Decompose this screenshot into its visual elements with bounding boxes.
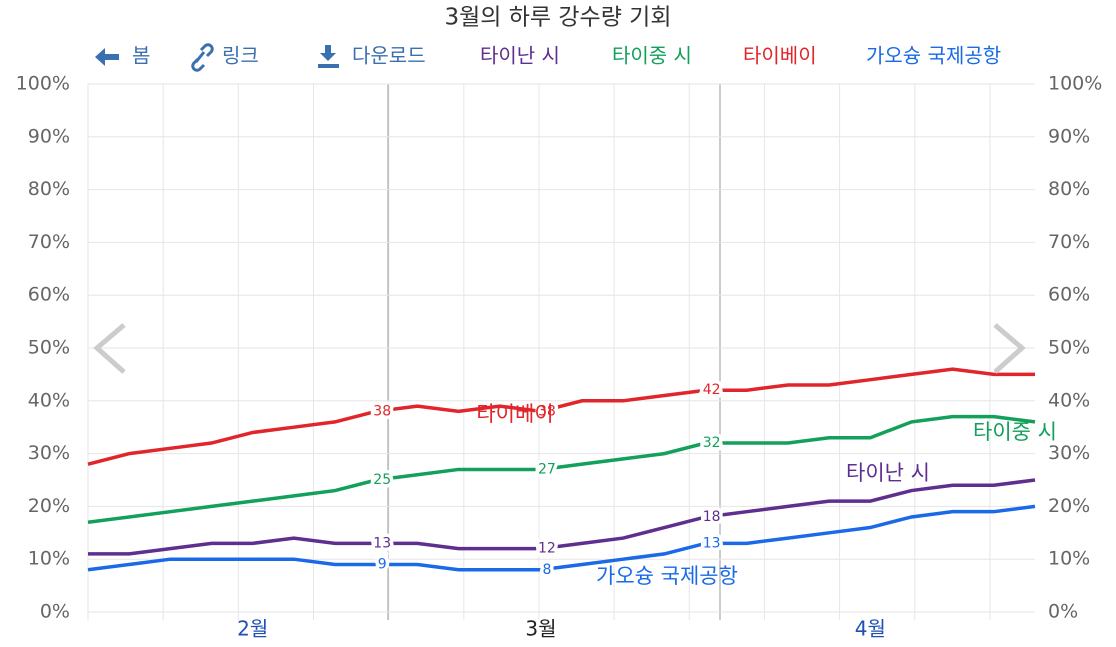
series-line: [87, 504, 1036, 572]
value-label: 27: [538, 461, 556, 477]
series-annotation: 가오슝 국제공항: [596, 564, 738, 588]
back-label: 봄: [132, 44, 150, 68]
y-tick-label-right: 20%: [1048, 495, 1090, 517]
y-tick-label: 70%: [28, 231, 70, 253]
y-tick-label-right: 90%: [1048, 125, 1090, 147]
series-line: [87, 414, 1036, 524]
y-tick-label: 100%: [16, 73, 70, 95]
series-annotation: 타이베이: [476, 402, 553, 426]
download-icon: [318, 45, 339, 68]
value-label: 25: [373, 472, 391, 488]
prev-arrow[interactable]: [93, 323, 126, 374]
y-tick-label-right: 80%: [1048, 178, 1090, 200]
link-label: 링크: [222, 44, 259, 68]
value-label: 42: [703, 382, 721, 398]
y-tick-label: 30%: [28, 442, 70, 464]
x-tick-label: 4월: [855, 617, 886, 641]
value-label: 38: [373, 403, 391, 419]
link-button[interactable]: 링크: [191, 43, 259, 72]
chart-title: 3월의 하루 강수량 기회: [444, 5, 671, 31]
y-tick-label-right: 0%: [1048, 601, 1078, 623]
series-annotation: 타이중 시: [973, 420, 1057, 444]
y-tick-label-right: 40%: [1048, 389, 1090, 411]
y-tick-label-right: 70%: [1048, 231, 1090, 253]
y-tick-label: 20%: [28, 495, 70, 517]
y-tick-label: 60%: [28, 284, 70, 306]
y-tick-label: 40%: [28, 389, 70, 411]
legend-entry[interactable]: 가오슝 국제공항: [866, 44, 1001, 68]
y-tick-label: 80%: [28, 178, 70, 200]
legend-entry[interactable]: 타이베이: [743, 44, 817, 68]
y-tick-label: 50%: [28, 337, 70, 359]
download-label: 다운로드: [352, 44, 426, 68]
y-tick-label-right: 60%: [1048, 284, 1090, 306]
series-annotation: 타이난 시: [846, 461, 930, 485]
y-tick-label-right: 50%: [1048, 337, 1090, 359]
value-label: 9: [378, 556, 387, 572]
legend-entry[interactable]: 타이중 시: [612, 44, 692, 68]
download-button[interactable]: 다운로드: [318, 44, 426, 69]
value-label: 18: [703, 509, 721, 525]
y-tick-label-right: 10%: [1048, 548, 1090, 570]
y-tick-label: 10%: [28, 548, 70, 570]
value-label: 12: [538, 541, 556, 557]
x-tick-label: 2월: [237, 617, 268, 641]
y-tick-label-right: 30%: [1048, 442, 1090, 464]
value-label: 13: [373, 535, 391, 551]
back-button[interactable]: 봄: [95, 44, 150, 68]
series-line: [88, 478, 1036, 556]
y-tick-label: 90%: [28, 125, 70, 147]
next-arrow[interactable]: [993, 323, 1026, 374]
y-tick-label-right: 100%: [1048, 73, 1102, 95]
series-line: [87, 367, 1035, 466]
value-label: 8: [542, 562, 551, 578]
back-icon: [95, 48, 119, 66]
link-icon: [191, 43, 214, 72]
legend-entry[interactable]: 타이난 시: [480, 44, 560, 68]
value-label: 38: [538, 403, 556, 419]
value-label: 13: [703, 535, 721, 551]
x-tick-label: 3월: [525, 617, 556, 641]
value-label: 32: [703, 435, 721, 451]
y-tick-label: 0%: [40, 601, 70, 623]
